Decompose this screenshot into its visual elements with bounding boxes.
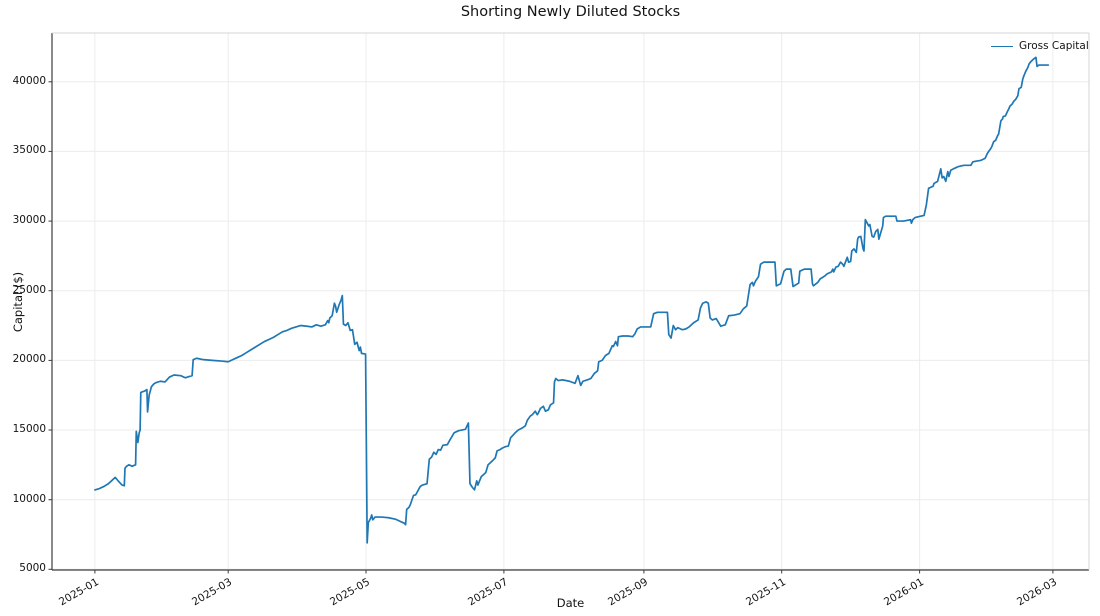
y-tick-label: 20000 — [12, 353, 46, 366]
x-axis-label: Date — [556, 596, 585, 610]
y-tick-label: 35000 — [12, 144, 46, 157]
legend-line-swatch-icon — [991, 45, 1013, 47]
y-axis-label: Capital ($) — [11, 271, 25, 333]
y-tick-label: 25000 — [12, 283, 46, 296]
legend: Gross Capital — [991, 40, 1089, 52]
chart-title: Shorting Newly Diluted Stocks — [460, 4, 681, 20]
series-line-gross-capital — [94, 56, 1050, 544]
data-line-gross-capital — [94, 56, 1050, 544]
y-tick-label: 15000 — [12, 423, 46, 435]
gridlines — [52, 33, 1089, 570]
y-tick-label: 10000 — [12, 492, 46, 505]
y-tick-label: 40000 — [12, 74, 46, 87]
y-tick-label: 5000 — [19, 562, 46, 575]
axes-spines — [51, 32, 1090, 571]
legend-entry-label: Gross Capital — [1019, 40, 1089, 52]
y-tick-label: 30000 — [12, 214, 46, 227]
tick-marks — [48, 81, 1054, 574]
